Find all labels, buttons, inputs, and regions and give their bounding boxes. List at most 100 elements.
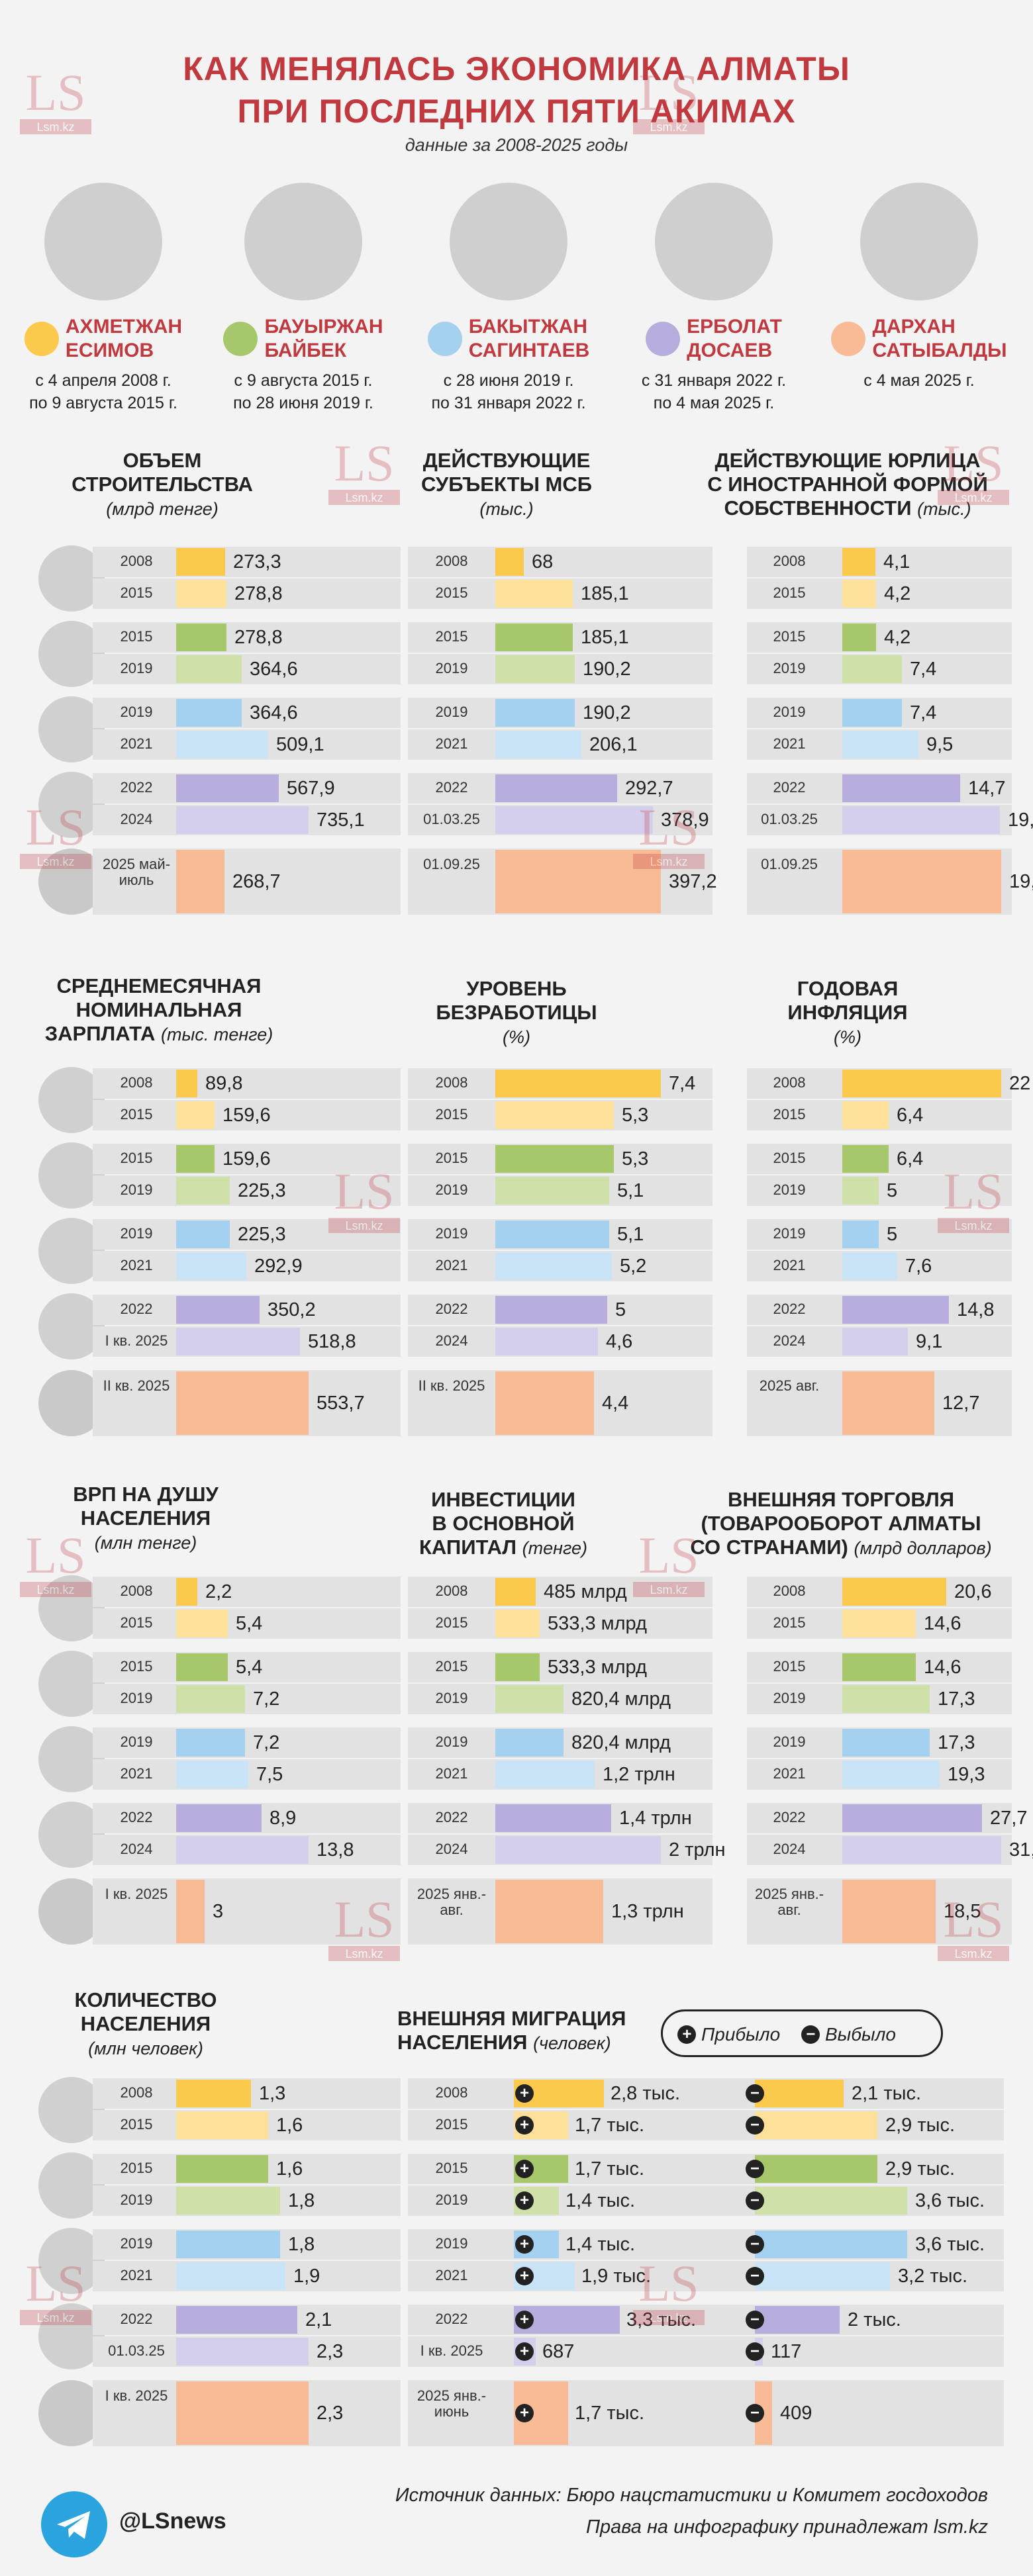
- category-label: 01.03.25: [423, 811, 480, 827]
- bar: [495, 623, 573, 651]
- bar: [176, 548, 225, 576]
- value-label: 1,8: [288, 2190, 315, 2211]
- bar: [842, 1685, 930, 1713]
- value-label: 18,5: [944, 1901, 981, 1922]
- row-bg: [408, 2229, 1004, 2260]
- bar: [176, 2187, 280, 2215]
- value-label: 533,3 млрд: [548, 1613, 647, 1634]
- chart-title-investment: ИНВЕСТИЦИИ В ОСНОВНОЙ КАПИТАЛ (тенге): [419, 1488, 587, 1559]
- value-label-arrived: 687: [542, 2341, 575, 2362]
- category-label: 2019: [120, 1733, 153, 1750]
- category-label: 2024: [435, 1841, 468, 1857]
- category-label: 2021: [435, 1257, 468, 1273]
- bar: [176, 655, 242, 683]
- value-label: 278,8: [234, 627, 283, 648]
- plus-icon: +: [515, 2404, 534, 2422]
- bar: [842, 1296, 949, 1324]
- bar: [495, 1220, 609, 1248]
- value-label: 2 трлн: [669, 1839, 726, 1861]
- bar: [176, 1761, 248, 1788]
- bar-left: [755, 2262, 890, 2290]
- value-label: 1,6: [276, 2115, 303, 2136]
- category-label: 2015: [120, 584, 153, 601]
- category-label: 01.03.25: [761, 811, 818, 827]
- watermark-logo: LS Lsm.kz: [927, 1893, 1020, 1966]
- category-label: 2022: [435, 779, 468, 796]
- migration-legend: + Прибыло − Выбыло: [661, 2009, 943, 2057]
- plus-icon: +: [515, 2160, 534, 2178]
- legend-dot-dosaev: [646, 322, 681, 356]
- category-label: 2008: [435, 2084, 468, 2101]
- value-label-arrived: 1,4 тыс.: [566, 2234, 636, 2255]
- plus-icon: +: [515, 2311, 534, 2329]
- bar: [842, 1145, 889, 1173]
- value-label: 820,4 млрд: [571, 1688, 671, 1710]
- category-label: 2008: [773, 1074, 806, 1091]
- category-label: 2008: [120, 1583, 153, 1599]
- telegram-handle[interactable]: @LSnews: [119, 2508, 226, 2534]
- row-bg: [93, 1100, 401, 1130]
- category-label: 2021: [120, 2267, 153, 2283]
- category-label: 2025 авг.: [759, 1377, 820, 1394]
- category-label: 01.03.25: [108, 2342, 165, 2359]
- value-label: 5,3: [622, 1148, 649, 1170]
- chart-title-grp: ВРП НА ДУШУ НАСЕЛЕНИЯ (млн тенге): [73, 1483, 219, 1553]
- value-label: 5,4: [236, 1657, 263, 1678]
- bar: [495, 1328, 598, 1356]
- legend-dot-satybaldy: [831, 322, 866, 356]
- category-label: 2019: [120, 2235, 153, 2252]
- value-label-arrived: 1,7 тыс.: [575, 2115, 645, 2136]
- category-label: 2021: [773, 735, 806, 752]
- value-label: 5,2: [620, 1256, 647, 1277]
- watermark-logo: LS Lsm.kz: [927, 437, 1020, 510]
- value-label: 735,1: [317, 809, 365, 831]
- category-label: 2008: [120, 553, 153, 569]
- value-label: 4,2: [884, 627, 911, 648]
- value-label: 509,1: [276, 734, 324, 755]
- category-label: 2024: [435, 1332, 468, 1349]
- value-label: 8,9: [270, 1808, 297, 1829]
- category-label: 2015: [120, 1150, 153, 1166]
- bar: [176, 1836, 309, 1864]
- bar: [495, 1371, 594, 1435]
- category-label: 2019: [120, 2191, 153, 2208]
- bar: [495, 1653, 540, 1681]
- category-label: 2019: [435, 704, 468, 720]
- value-label: 89,8: [205, 1073, 243, 1094]
- value-label: 1,6: [276, 2158, 303, 2180]
- category-label: 2022: [773, 1809, 806, 1825]
- category-label: 2022: [120, 1809, 153, 1825]
- value-label: 5: [615, 1299, 626, 1320]
- row-bg: [747, 578, 1012, 609]
- value-label: 190,2: [583, 659, 631, 680]
- value-label: 5: [887, 1224, 898, 1245]
- category-label: 2015: [773, 1150, 806, 1166]
- value-label: 7,6: [905, 1256, 932, 1277]
- value-label: 364,6: [250, 702, 298, 723]
- plus-icon: +: [515, 2084, 534, 2103]
- category-label: 2021: [120, 735, 153, 752]
- bar: [176, 1252, 246, 1280]
- value-label: 12,7: [942, 1393, 980, 1414]
- value-label-left: 2,9 тыс.: [885, 2115, 956, 2136]
- value-label-left: 3,6 тыс.: [915, 2190, 985, 2211]
- row-bg: [93, 1684, 401, 1714]
- value-label: 2,2: [205, 1581, 232, 1602]
- row-bg: [93, 1608, 401, 1639]
- telegram-icon[interactable]: [41, 2491, 107, 2557]
- value-label: 5,1: [617, 1224, 644, 1245]
- row-bg: [93, 1144, 401, 1174]
- category-label: I кв. 2025: [105, 1332, 168, 1349]
- value-label: 7,4: [669, 1073, 696, 1094]
- bar: [176, 1653, 228, 1681]
- bar: [842, 548, 875, 576]
- page-title: КАК МЕНЯЛАСЬ ЭКОНОМИКА АЛМАТЫ ПРИ ПОСЛЕД…: [183, 50, 850, 130]
- value-label: 19,8: [1009, 871, 1033, 892]
- bar: [495, 655, 575, 683]
- bar: [842, 1328, 908, 1356]
- source-note: Источник данных: Бюро нацстатистики и Ко…: [395, 2485, 988, 2538]
- value-label-left: 409: [780, 2403, 812, 2424]
- value-label-left: 2,9 тыс.: [885, 2158, 956, 2180]
- category-label: 2015: [120, 1106, 153, 1123]
- bar: [176, 1177, 230, 1205]
